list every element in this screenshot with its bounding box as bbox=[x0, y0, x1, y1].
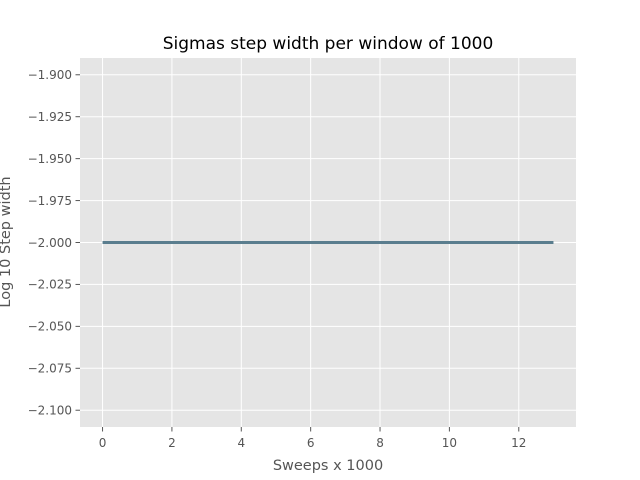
grid bbox=[80, 58, 576, 427]
y-tick-label: −2.075 bbox=[28, 362, 72, 376]
x-tick-label: 8 bbox=[376, 436, 384, 450]
chart-title: Sigmas step width per window of 1000 bbox=[163, 34, 494, 54]
y-tick-label: −2.000 bbox=[28, 236, 72, 250]
x-tick-label: 2 bbox=[168, 436, 176, 450]
x-tick-label: 10 bbox=[442, 436, 457, 450]
y-tick-label: −1.900 bbox=[28, 68, 72, 82]
x-tick-label: 12 bbox=[511, 436, 526, 450]
y-tick-label: −2.050 bbox=[28, 320, 72, 334]
y-tick-label: −2.100 bbox=[28, 404, 72, 418]
y-tick-label: −2.025 bbox=[28, 278, 72, 292]
y-tick-label: −1.950 bbox=[28, 152, 72, 166]
x-tick-label: 0 bbox=[99, 436, 107, 450]
y-axis-label: Log 10 Step width bbox=[0, 176, 14, 307]
y-tick-label: −1.925 bbox=[28, 110, 72, 124]
x-tick-label: 4 bbox=[237, 436, 245, 450]
y-tick-label: −1.975 bbox=[28, 194, 72, 208]
x-axis-ticks: 0 2 4 6 8 10 12 bbox=[99, 427, 526, 450]
y-axis-ticks: −1.900 −1.925 −1.950 −1.975 −2.000 −2.025 −2.0… bbox=[28, 68, 80, 418]
x-tick-label: 6 bbox=[307, 436, 315, 450]
x-axis-label: Sweeps x 1000 bbox=[273, 458, 383, 474]
